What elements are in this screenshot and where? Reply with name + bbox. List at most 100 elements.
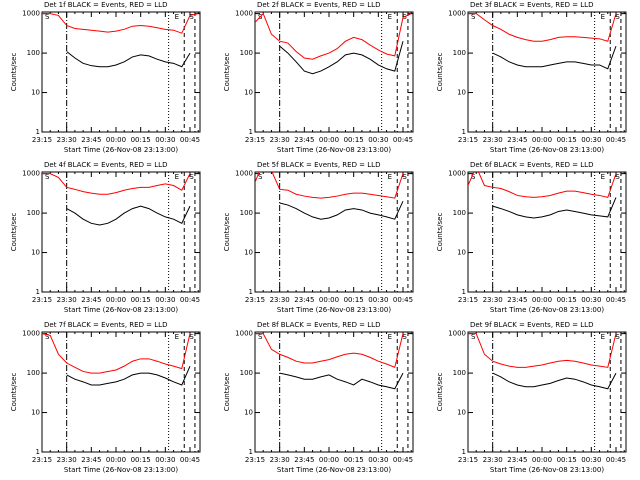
panel-title: Det 5f BLACK = Events, RED = LLD bbox=[257, 161, 380, 169]
y-tick-label: 1 bbox=[36, 448, 40, 456]
annotation: S bbox=[615, 333, 620, 341]
x-tick-label: 23:30 bbox=[270, 296, 290, 304]
panel: Det 4f BLACK = Events, RED = LLD Start Ti… bbox=[10, 161, 201, 314]
x-tick-label: 00:00 bbox=[106, 456, 126, 464]
y-axis-label: Counts/sec bbox=[436, 213, 444, 252]
x-axis-label: Start Time (26-Nov-08 23:13:00) bbox=[277, 146, 391, 154]
y-tick-label: 1000 bbox=[235, 10, 253, 18]
annotation: S bbox=[402, 333, 407, 341]
y-tick-label: 10 bbox=[457, 249, 466, 257]
y-tick-label: 100 bbox=[453, 209, 466, 217]
y-tick-label: 10 bbox=[457, 89, 466, 97]
panel-title: Det 7f BLACK = Events, RED = LLD bbox=[44, 321, 167, 329]
annotation: E bbox=[388, 333, 392, 341]
x-tick-label: 00:15 bbox=[344, 456, 364, 464]
y-axis-label: Counts/sec bbox=[10, 373, 18, 412]
series-line bbox=[468, 172, 617, 198]
x-tick-label: 23:45 bbox=[294, 296, 314, 304]
y-tick-label: 1000 bbox=[22, 330, 40, 338]
x-tick-label: 23:15 bbox=[458, 296, 478, 304]
y-tick-label: 100 bbox=[240, 369, 253, 377]
x-tick-label: 00:45 bbox=[393, 136, 413, 144]
plot-frame bbox=[467, 331, 627, 453]
x-tick-label: 23:45 bbox=[81, 456, 101, 464]
x-tick-label: 23:30 bbox=[57, 136, 77, 144]
annotation: E bbox=[175, 333, 179, 341]
series-line bbox=[468, 13, 617, 42]
series-line bbox=[492, 45, 617, 70]
x-tick-label: 00:15 bbox=[344, 136, 364, 144]
y-tick-label: 1 bbox=[249, 128, 253, 136]
series-line bbox=[468, 333, 617, 368]
series-line bbox=[279, 372, 404, 390]
x-tick-label: 23:45 bbox=[507, 296, 527, 304]
x-tick-label: 23:45 bbox=[81, 296, 101, 304]
x-tick-label: 00:30 bbox=[581, 456, 601, 464]
x-axis-label: Start Time (26-Nov-08 23:13:00) bbox=[64, 306, 178, 314]
panel: Det 8f BLACK = Events, RED = LLD Start Ti… bbox=[223, 321, 414, 474]
x-axis-label: Start Time (26-Nov-08 23:13:00) bbox=[64, 146, 178, 154]
x-tick-label: 23:30 bbox=[483, 296, 503, 304]
series-line bbox=[66, 51, 191, 68]
annotation: E bbox=[388, 13, 392, 21]
x-tick-label: 00:15 bbox=[131, 296, 151, 304]
panel: Det 9f BLACK = Events, RED = LLD Start Ti… bbox=[436, 321, 627, 474]
annotation: S bbox=[615, 173, 620, 181]
x-tick-label: 00:45 bbox=[606, 296, 626, 304]
y-tick-label: 1 bbox=[249, 288, 253, 296]
y-tick-label: 100 bbox=[27, 209, 40, 217]
y-tick-label: 1 bbox=[36, 128, 40, 136]
y-tick-label: 1000 bbox=[235, 170, 253, 178]
annotation: S bbox=[471, 13, 476, 21]
annotation: E bbox=[175, 13, 179, 21]
y-axis-label: Counts/sec bbox=[10, 53, 18, 92]
x-tick-label: 00:15 bbox=[557, 136, 577, 144]
annotation: E bbox=[175, 173, 179, 181]
x-tick-label: 00:30 bbox=[155, 296, 175, 304]
plot-frame bbox=[254, 11, 414, 133]
annotation: S bbox=[45, 333, 50, 341]
panel-title: Det 6f BLACK = Events, RED = LLD bbox=[470, 161, 593, 169]
annotation: S bbox=[258, 173, 263, 181]
y-tick-label: 1 bbox=[249, 448, 253, 456]
plot-frame bbox=[41, 331, 201, 453]
x-tick-label: 00:30 bbox=[581, 296, 601, 304]
x-tick-label: 00:00 bbox=[532, 136, 552, 144]
x-tick-label: 00:30 bbox=[368, 136, 388, 144]
plot-frame bbox=[254, 171, 414, 293]
annotation: E bbox=[601, 333, 605, 341]
series-line bbox=[42, 13, 199, 34]
x-tick-label: 00:45 bbox=[393, 296, 413, 304]
annotation: S bbox=[189, 173, 194, 181]
x-tick-label: 23:15 bbox=[245, 456, 265, 464]
x-tick-label: 00:15 bbox=[131, 136, 151, 144]
y-tick-label: 100 bbox=[27, 369, 40, 377]
y-tick-label: 1 bbox=[462, 288, 466, 296]
annotation: E bbox=[601, 173, 605, 181]
x-tick-label: 00:00 bbox=[532, 456, 552, 464]
panel-title: Det 9f BLACK = Events, RED = LLD bbox=[470, 321, 593, 329]
x-tick-label: 23:15 bbox=[32, 296, 52, 304]
x-tick-label: 00:45 bbox=[393, 456, 413, 464]
y-tick-label: 1000 bbox=[22, 170, 40, 178]
annotation: E bbox=[388, 173, 392, 181]
series-line bbox=[279, 201, 404, 220]
series-line bbox=[66, 205, 191, 226]
series-line bbox=[42, 333, 191, 374]
plot-frame bbox=[41, 171, 201, 293]
series-line bbox=[492, 372, 617, 390]
y-tick-label: 100 bbox=[240, 49, 253, 57]
x-tick-label: 00:15 bbox=[557, 296, 577, 304]
plot-frame bbox=[467, 11, 627, 133]
y-tick-label: 1 bbox=[462, 448, 466, 456]
y-tick-label: 100 bbox=[453, 369, 466, 377]
annotation: S bbox=[402, 173, 407, 181]
x-tick-label: 23:15 bbox=[458, 456, 478, 464]
x-tick-label: 23:15 bbox=[245, 136, 265, 144]
plot-frame bbox=[467, 171, 627, 293]
annotation: S bbox=[45, 13, 50, 21]
y-axis-label: Counts/sec bbox=[223, 373, 231, 412]
x-tick-label: 00:30 bbox=[581, 136, 601, 144]
x-tick-label: 00:45 bbox=[180, 296, 200, 304]
x-tick-label: 23:45 bbox=[294, 136, 314, 144]
